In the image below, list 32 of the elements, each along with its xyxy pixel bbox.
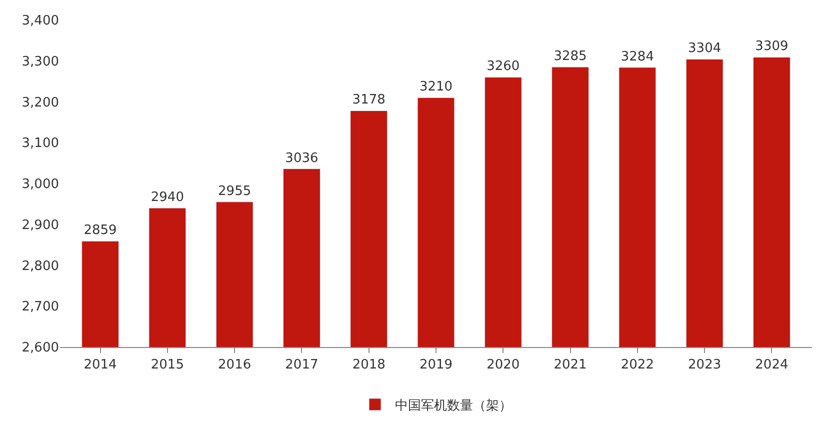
data-label: 3036 xyxy=(285,150,318,166)
data-label: 2859 xyxy=(84,223,117,238)
y-tick-label: 2,700 xyxy=(22,300,59,315)
y-tick-label: 3,200 xyxy=(22,95,59,110)
x-tick-label: 2016 xyxy=(218,358,252,373)
data-label: 2955 xyxy=(218,184,252,199)
x-tick-label: 2018 xyxy=(352,358,386,373)
data-label: 3285 xyxy=(554,49,587,64)
y-tick-label: 3,100 xyxy=(22,136,59,152)
x-tick-label: 2019 xyxy=(419,358,453,373)
data-label: 3210 xyxy=(419,80,453,95)
y-tick-label: 2,900 xyxy=(22,218,59,233)
legend-label: 中国军机数量（架） xyxy=(395,398,512,414)
y-tick-label: 3,400 xyxy=(22,14,59,29)
y-tick-label: 2,800 xyxy=(22,258,59,274)
x-tick-label: 2023 xyxy=(688,358,722,373)
y-tick-label: 3,300 xyxy=(22,54,59,70)
y-tick-label: 2,600 xyxy=(22,340,59,356)
x-tick-label: 2017 xyxy=(285,358,318,373)
x-tick-label: 2014 xyxy=(84,358,117,373)
data-label: 3309 xyxy=(755,39,788,54)
x-tick-label: 2022 xyxy=(620,358,654,373)
data-label: 3284 xyxy=(620,49,654,64)
x-tick-label: 2015 xyxy=(150,358,184,373)
data-label: 3260 xyxy=(486,59,520,74)
x-tick-label: 2024 xyxy=(755,358,788,373)
data-label: 3178 xyxy=(352,92,386,108)
x-tick-label: 2021 xyxy=(554,358,587,373)
data-label: 2940 xyxy=(150,190,184,206)
data-label: 3304 xyxy=(688,41,722,56)
x-tick-label: 2020 xyxy=(486,358,520,373)
y-tick-label: 3,000 xyxy=(22,177,59,192)
